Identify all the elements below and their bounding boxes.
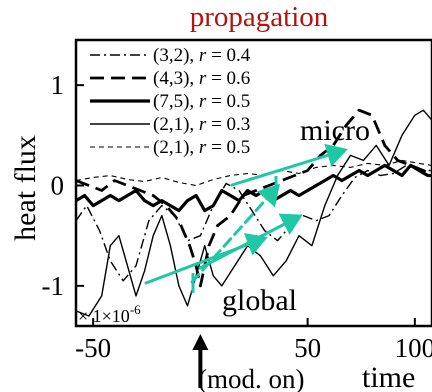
arrow-global-path-upper (198, 213, 303, 270)
series-line-2 (76, 108, 432, 288)
x-tick-label: -50 (75, 333, 111, 363)
legend-r-value: = 0.5 (206, 91, 250, 112)
series-lines (76, 108, 432, 317)
series-line-1 (76, 164, 432, 282)
scale-exponent: -6 (130, 302, 141, 317)
plot-frame (74, 38, 432, 328)
legend: (3,2), r = 0.4(4,3), r = 0.6(7,5), r = 0… (90, 45, 251, 158)
y-scale-note: × 1×10-6 (78, 302, 141, 326)
series-line-3 (76, 163, 432, 213)
legend-r-symbol: r (199, 68, 207, 89)
series-line-5 (76, 159, 432, 187)
legend-mode: (2,1), (153, 137, 199, 158)
series-line-4 (76, 109, 432, 317)
x-tick-label: 50 (294, 333, 321, 363)
x-tick-label: 100 (395, 333, 432, 363)
legend-mode: (7,5), (153, 91, 199, 112)
scale-prefix: × 1×10 (78, 306, 130, 326)
y-axis-label: heat flux (9, 135, 42, 241)
mod-on-arrow-head (192, 334, 209, 350)
legend-mode: (3,2), (153, 45, 199, 66)
legend-label-2: (4,3), r = 0.6 (153, 68, 250, 89)
mod-on-marker (192, 334, 209, 388)
y-ticks: 1 0 -1 (42, 70, 84, 301)
y-tick-label: -1 (42, 271, 65, 301)
legend-r-value: = 0.5 (206, 137, 250, 158)
x-ticks: -50 50 100 (75, 318, 432, 363)
legend-r-symbol: r (199, 114, 207, 135)
legend-r-value: = 0.3 (206, 114, 250, 135)
legend-mode: (2,1), (153, 114, 199, 135)
legend-label-4: (2,1), r = 0.3 (153, 114, 250, 135)
legend-r-symbol: r (199, 137, 207, 158)
annotation-global: global (222, 284, 297, 317)
arrow-micro-path (230, 143, 348, 187)
chart-title: propagation (190, 1, 329, 33)
annotation-micro: micro (300, 114, 370, 147)
legend-mode: (4,3), (153, 68, 199, 89)
legend-r-symbol: r (199, 45, 207, 66)
legend-r-value: = 0.6 (206, 68, 250, 89)
arrow-crossmarks (191, 176, 278, 293)
x-axis-label: time (362, 361, 415, 392)
propagation-arrows (144, 143, 348, 285)
y-tick-label: 1 (51, 70, 65, 100)
y-tick-label: 0 (51, 171, 65, 201)
legend-r-value: = 0.4 (206, 45, 250, 66)
legend-label-1: (3,2), r = 0.4 (153, 45, 251, 66)
legend-label-3: (7,5), r = 0.5 (153, 91, 250, 112)
legend-r-symbol: r (199, 91, 207, 112)
annotation-mod-on: (mod. on) (198, 364, 304, 392)
legend-label-5: (2,1), r = 0.5 (153, 137, 250, 158)
